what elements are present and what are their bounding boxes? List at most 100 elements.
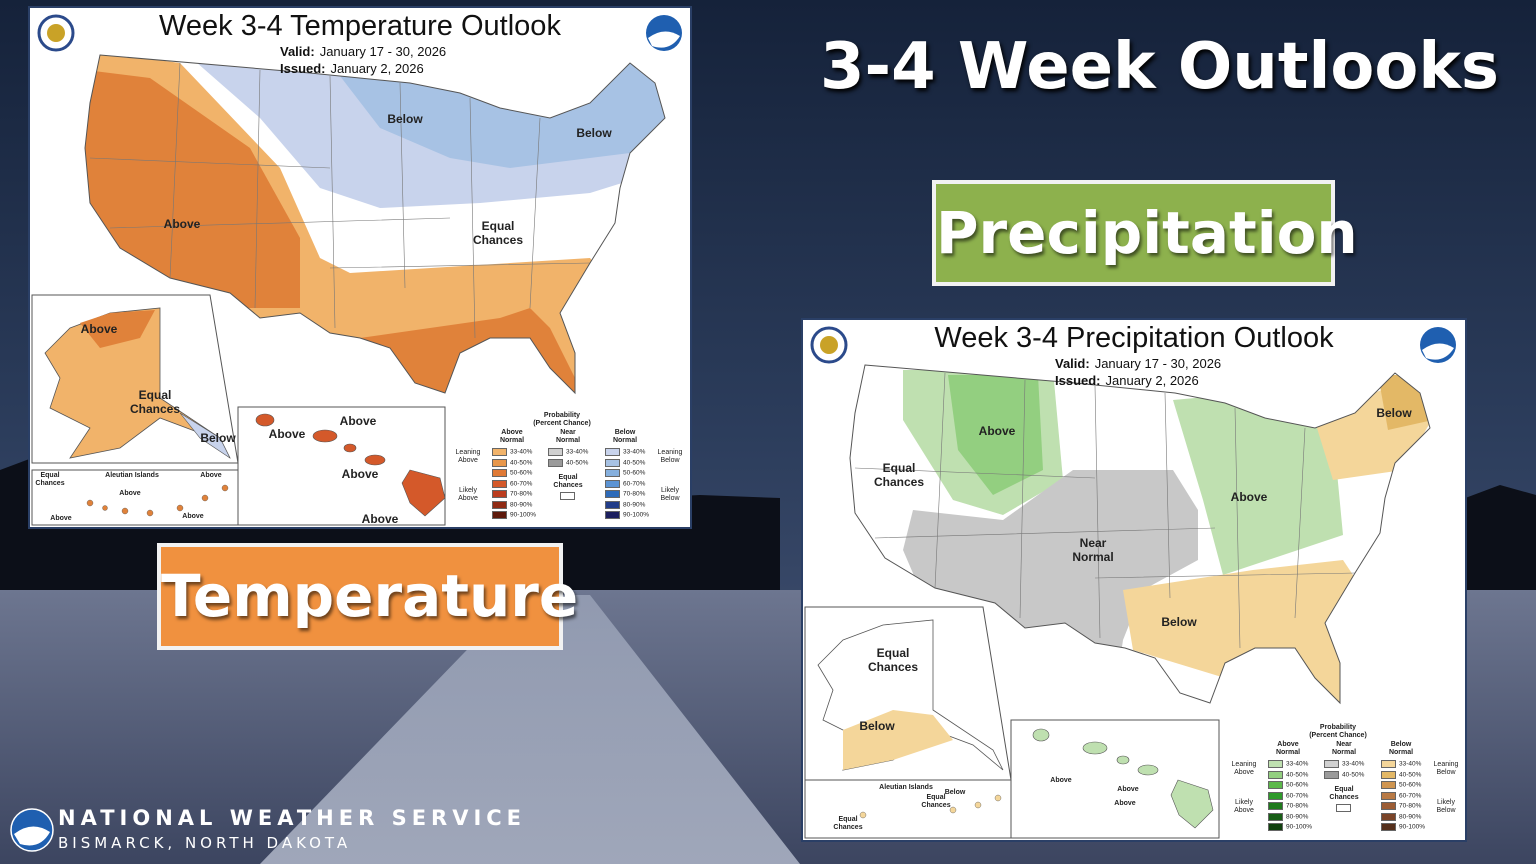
legend-range: 40-50% bbox=[1342, 771, 1365, 778]
legend-range: 60-70% bbox=[623, 480, 646, 487]
issued-line: Issued: January 2, 2026 bbox=[280, 61, 424, 76]
legend-range: 33-40% bbox=[510, 448, 533, 456]
legend-swatch bbox=[492, 448, 507, 456]
noaa-logo bbox=[646, 15, 682, 51]
valid-line: Valid: January 17 - 30, 2026 bbox=[1055, 356, 1221, 371]
footer-organization: NATIONAL WEATHER SERVICE bbox=[58, 806, 527, 830]
legend-swatch bbox=[1268, 791, 1283, 800]
legend-swatch bbox=[1268, 812, 1283, 821]
legend-title: Probability (Percent Chance) bbox=[533, 412, 591, 427]
legend-range: 60-70% bbox=[1286, 792, 1309, 799]
slide-title: 3-4 Week Outlooks bbox=[820, 30, 1499, 104]
noaa-logo bbox=[10, 808, 54, 852]
legend-column-header: Above Normal bbox=[1275, 741, 1301, 756]
region-label: Above bbox=[200, 472, 222, 479]
legend-swatch bbox=[1324, 770, 1339, 779]
legend-side-label: Likely Above bbox=[1234, 799, 1254, 814]
valid-label: Valid: bbox=[1055, 356, 1090, 371]
map-title: Week 3-4 Precipitation Outlook bbox=[934, 322, 1334, 354]
legend-column-header: Above Normal bbox=[499, 429, 525, 444]
legend-swatch bbox=[605, 448, 620, 456]
legend-equal-chances: Equal Chances bbox=[1329, 786, 1359, 801]
region-label: Above bbox=[1050, 777, 1072, 784]
legend-range: 90-100% bbox=[623, 511, 650, 519]
legend-swatch bbox=[548, 458, 563, 467]
legend-swatch bbox=[1268, 802, 1283, 810]
region-label: Below bbox=[576, 126, 612, 140]
legend-range: 40-50% bbox=[1399, 771, 1422, 778]
region-label: Equal Chances bbox=[868, 646, 919, 674]
footer-location: BISMARCK, NORTH DAKOTA bbox=[58, 834, 352, 852]
legend-swatch bbox=[1381, 823, 1396, 831]
legend-swatch bbox=[1381, 791, 1396, 800]
legend-swatch bbox=[1336, 804, 1351, 812]
legend-range: 33-40% bbox=[566, 448, 589, 456]
legend-side-label: Leaning Above bbox=[455, 449, 481, 464]
legend-range: 50-60% bbox=[510, 469, 533, 477]
legend-column-header: Near Normal bbox=[1331, 741, 1357, 756]
region-label: Equal Chances bbox=[130, 388, 181, 416]
region-label: Below bbox=[1161, 615, 1197, 629]
legend-swatch bbox=[492, 469, 507, 477]
region-label: Equal Chances bbox=[35, 472, 65, 487]
legend-swatch bbox=[605, 458, 620, 467]
legend-side-label: Likely Below bbox=[660, 487, 680, 502]
region-label: Above bbox=[119, 490, 141, 497]
legend-range: 70-80% bbox=[623, 490, 646, 498]
legend-swatch bbox=[605, 469, 620, 477]
temperature-outlook-map: Week 3-4 Temperature Outlook Valid: Janua… bbox=[28, 6, 692, 529]
doc-seal bbox=[810, 326, 848, 364]
legend-swatch bbox=[1268, 760, 1283, 768]
region-label: Above bbox=[1230, 490, 1268, 504]
region-label: Aleutian Islands bbox=[879, 784, 933, 791]
issued-label: Issued: bbox=[280, 61, 326, 76]
region-label: Below bbox=[1376, 406, 1412, 420]
legend-range: 60-70% bbox=[1399, 792, 1422, 799]
legend-swatch bbox=[548, 448, 563, 456]
region-label: Above bbox=[182, 513, 204, 520]
legend-range: 90-100% bbox=[510, 511, 537, 519]
legend-range: 80-90% bbox=[1399, 813, 1422, 820]
legend-swatch bbox=[1381, 802, 1396, 810]
legend-swatch bbox=[492, 500, 507, 509]
legend-range: 80-90% bbox=[623, 501, 646, 508]
region-label: Equal Chances bbox=[874, 461, 925, 489]
region-label: Below bbox=[944, 789, 966, 796]
legend-range: 40-50% bbox=[1286, 771, 1309, 778]
noaa-logo bbox=[1420, 327, 1456, 363]
legend-range: 70-80% bbox=[510, 490, 533, 498]
region-label: Above bbox=[1117, 786, 1139, 793]
legend-range: 80-90% bbox=[1286, 813, 1309, 820]
valid-line: Valid: January 17 - 30, 2026 bbox=[280, 44, 446, 59]
region-label: Below bbox=[859, 719, 895, 733]
legend-side-label: Leaning Below bbox=[1433, 761, 1459, 776]
valid-dates: January 17 - 30, 2026 bbox=[1094, 356, 1222, 371]
region-label: Near Normal bbox=[1072, 536, 1114, 564]
legend-swatch bbox=[492, 511, 507, 519]
region-label: Aleutian Islands bbox=[105, 472, 159, 479]
legend-side-label: Leaning Above bbox=[1231, 761, 1257, 776]
issued-date: January 2, 2026 bbox=[1105, 373, 1199, 388]
region-label: Above bbox=[978, 424, 1016, 438]
legend-swatch bbox=[1324, 760, 1339, 768]
region-label: Above bbox=[361, 512, 399, 526]
legend-range: 40-50% bbox=[623, 459, 646, 466]
region-label: Equal Chances bbox=[921, 794, 951, 809]
issued-line: Issued: January 2, 2026 bbox=[1055, 373, 1199, 388]
legend-range: 60-70% bbox=[510, 480, 533, 487]
legend-swatch bbox=[1268, 823, 1283, 831]
legend-title: Probability (Percent Chance) bbox=[1309, 724, 1367, 739]
legend-side-label: Likely Above bbox=[458, 487, 478, 502]
region-label: Above bbox=[163, 217, 201, 231]
issued-label: Issued: bbox=[1055, 373, 1101, 388]
legend-column-header: Below Normal bbox=[1388, 741, 1414, 756]
region-label: Above bbox=[80, 322, 118, 336]
legend-range: 33-40% bbox=[1342, 760, 1365, 768]
legend-swatch bbox=[492, 490, 507, 498]
legend-swatch bbox=[1381, 812, 1396, 821]
legend-range: 33-40% bbox=[1286, 760, 1309, 768]
legend-range: 33-40% bbox=[623, 448, 646, 456]
legend-swatch bbox=[1381, 781, 1396, 789]
legend-range: 80-90% bbox=[510, 501, 533, 508]
legend-range: 70-80% bbox=[1399, 802, 1422, 810]
